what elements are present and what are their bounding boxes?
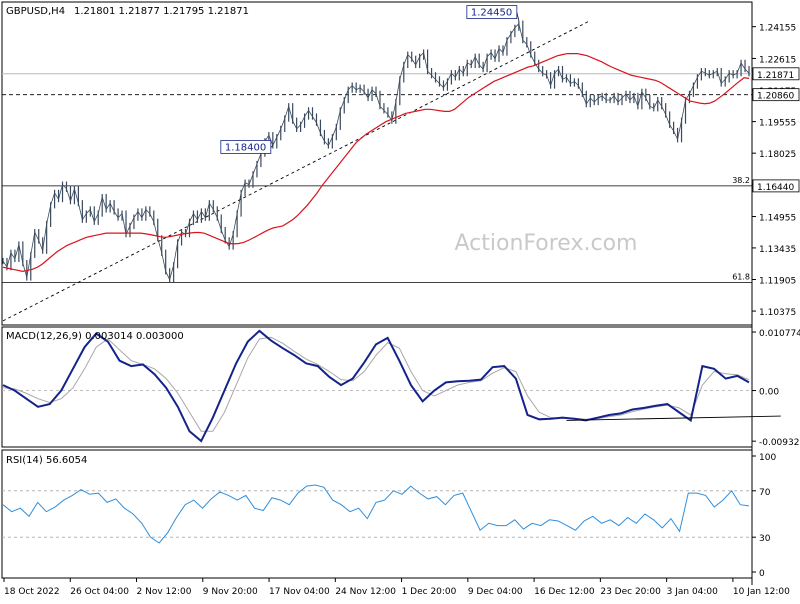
- price-y-tick-label: 1.22615: [759, 55, 796, 65]
- x-axis-label: 10 Jan 12:00: [733, 587, 790, 597]
- rsi-y-tick-label: 30: [759, 534, 771, 544]
- macd-y-tick-label: 0.010774: [759, 329, 800, 339]
- fib-label: 61.8: [732, 272, 750, 281]
- level-tag-label: 1.20860: [757, 92, 794, 102]
- price-y-tick-label: 1.10375: [759, 308, 796, 318]
- price-y-tick-label: 1.14955: [759, 214, 796, 224]
- fib-label: 38.2: [732, 176, 750, 185]
- macd-y-tick-label: 0.00: [759, 388, 779, 398]
- level-tag-label: 1.16440: [757, 183, 794, 193]
- price-close-line: [2, 22, 750, 281]
- macd-y-tick-label: -0.009328: [759, 438, 800, 448]
- macd-main-line: [2, 329, 750, 443]
- price-y-tick-label: 1.18025: [759, 150, 796, 160]
- macd-signal-line: [2, 336, 750, 432]
- x-axis-label: 18 Oct 2022: [4, 587, 60, 597]
- price-annotation-leader: [270, 145, 274, 148]
- x-axis-label: 26 Oct 04:00: [70, 587, 129, 597]
- trend-line: [2, 20, 591, 322]
- level-tag: [752, 88, 800, 102]
- price-y-tick-label: 1.13435: [759, 245, 796, 255]
- macd-header: MACD(12,26,9) 0.003014 0.003000: [6, 331, 184, 342]
- macd-panel: [1, 326, 753, 448]
- x-axis-label: 3 Jan 04:00: [667, 587, 719, 597]
- rsi-line: [2, 484, 750, 544]
- price-annotation-box: [466, 5, 518, 19]
- symbol-label: GBPUSD,H4: [6, 6, 65, 17]
- watermark-text: ActionForex.com: [455, 231, 638, 256]
- x-axis-label: 2 Nov 12:00: [137, 587, 192, 597]
- rsi-header: RSI(14) 56.6054: [6, 455, 87, 466]
- x-axis-label: 9 Dec 04:00: [468, 587, 523, 597]
- x-axis-label: 1 Dec 20:00: [402, 587, 457, 597]
- price-annotation-box: [220, 140, 272, 154]
- price-y-tick-label: 1.19555: [759, 119, 796, 129]
- x-axis-label: 9 Nov 20:00: [203, 587, 258, 597]
- moving-average-line: [2, 52, 750, 272]
- rsi-panel: [1, 449, 753, 579]
- level-tag: [752, 179, 800, 193]
- current-price-tag: [752, 67, 800, 81]
- macd-support-line: [566, 415, 781, 421]
- price-y-tick-label: 1.11905: [759, 276, 796, 286]
- price-y-tick-label: 1.24155: [759, 24, 796, 34]
- price-annotation-label: 1.24450: [471, 8, 512, 19]
- x-axis-label: 24 Nov 12:00: [335, 587, 396, 597]
- x-axis-label: 23 Dec 20:00: [600, 587, 661, 597]
- price-annotation-leader: [516, 12, 520, 21]
- price-panel: [1, 1, 753, 326]
- rsi-y-tick-label: 0: [759, 569, 765, 579]
- rsi-y-tick-label: 70: [759, 488, 771, 498]
- price-series: [2, 20, 750, 283]
- price-annotation-label: 1.18400: [225, 142, 266, 153]
- rsi-y-tick-label: 100: [759, 453, 776, 463]
- x-axis-label: 16 Dec 12:00: [534, 587, 595, 597]
- ohlc-values: 1.21801 1.21877 1.21795 1.21871: [74, 6, 249, 17]
- current-price-label: 1.21871: [757, 71, 794, 81]
- x-axis-label: 17 Nov 04:00: [269, 587, 330, 597]
